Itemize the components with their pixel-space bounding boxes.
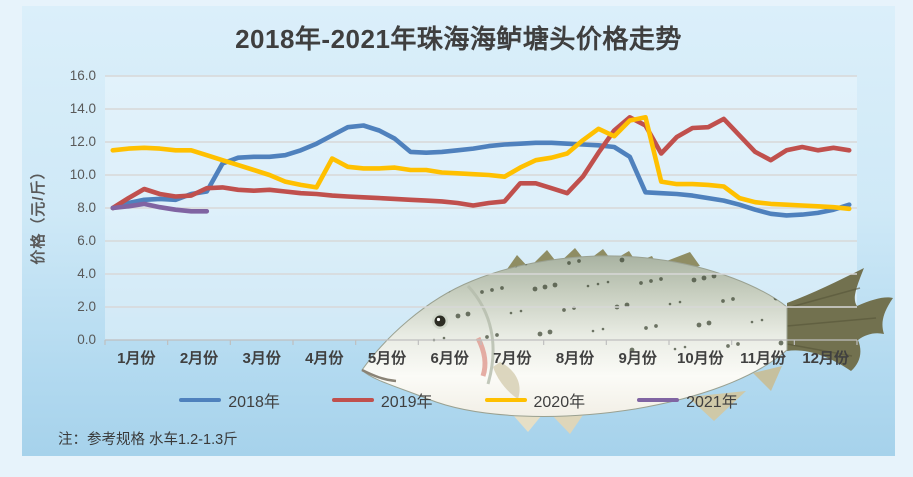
legend-swatch [637,397,680,403]
legend: 2018年 2019年 2020年 2021年 [22,388,895,412]
y-tick-label: 4.0 [77,266,96,281]
y-tick-label: 12.0 [69,134,96,149]
x-tick-label: 10月份 [676,350,724,367]
legend-swatch [331,397,374,403]
legend-swatch [484,397,527,403]
x-tick-label: 1月份 [117,350,156,367]
legend-item-2018年: 2018年 [179,388,280,412]
fish-anal-fin [688,391,746,421]
series-line-2021年 [110,201,210,214]
legend-item-2019年: 2019年 [331,388,433,412]
x-tick-label: 3月份 [242,350,281,367]
x-tick-label: 11月份 [740,350,786,367]
x-tick-label: 7月份 [493,350,532,367]
y-tick-label: 2.0 [77,299,96,314]
footnote: 注：参考规格 水车1.2-1.3斤 [58,432,238,448]
series-line-2018年 [110,123,852,218]
fish-tail-fin [787,268,893,371]
x-tick-label: 2月份 [179,350,219,367]
series-line-2020年 [110,115,852,212]
y-tick-label: 0.0 [77,332,96,347]
y-tick-label: 8.0 [77,200,96,215]
x-tick-label: 6月份 [430,350,469,367]
y-tick-label: 14.0 [69,101,96,116]
x-tick-label: 12月份 [802,350,849,367]
legend-swatch [179,397,222,403]
y-tick-label: 10.0 [69,167,96,182]
legend-label: 2020年 [533,394,586,411]
legend-label: 2018年 [228,394,280,411]
x-tick-label: 4月份 [305,350,344,367]
fish-image [361,248,893,434]
legend-label: 2021年 [686,394,738,411]
fish-eye [434,315,446,327]
y-tick-label: 6.0 [77,233,96,248]
chart-title: 2018年-2021年珠海海鲈塘头价格走势 [235,24,682,54]
x-tick-label: 8月份 [555,350,595,367]
fish-pectoral-fin [493,362,520,399]
legend-item-2021年: 2021年 [637,388,738,412]
x-tick-label: 5月份 [367,350,407,367]
fish-mouth [361,368,397,383]
data-lines [110,115,852,218]
legend-item-2020年: 2020年 [484,388,586,412]
gridlines [105,75,857,308]
fish-gill [475,336,488,377]
legend-label: 2019年 [380,394,433,411]
y-tick-label: 16.0 [69,68,96,83]
x-tick-label: 9月份 [618,350,657,367]
series-line-2019年 [110,115,852,211]
x-axis [104,339,858,345]
